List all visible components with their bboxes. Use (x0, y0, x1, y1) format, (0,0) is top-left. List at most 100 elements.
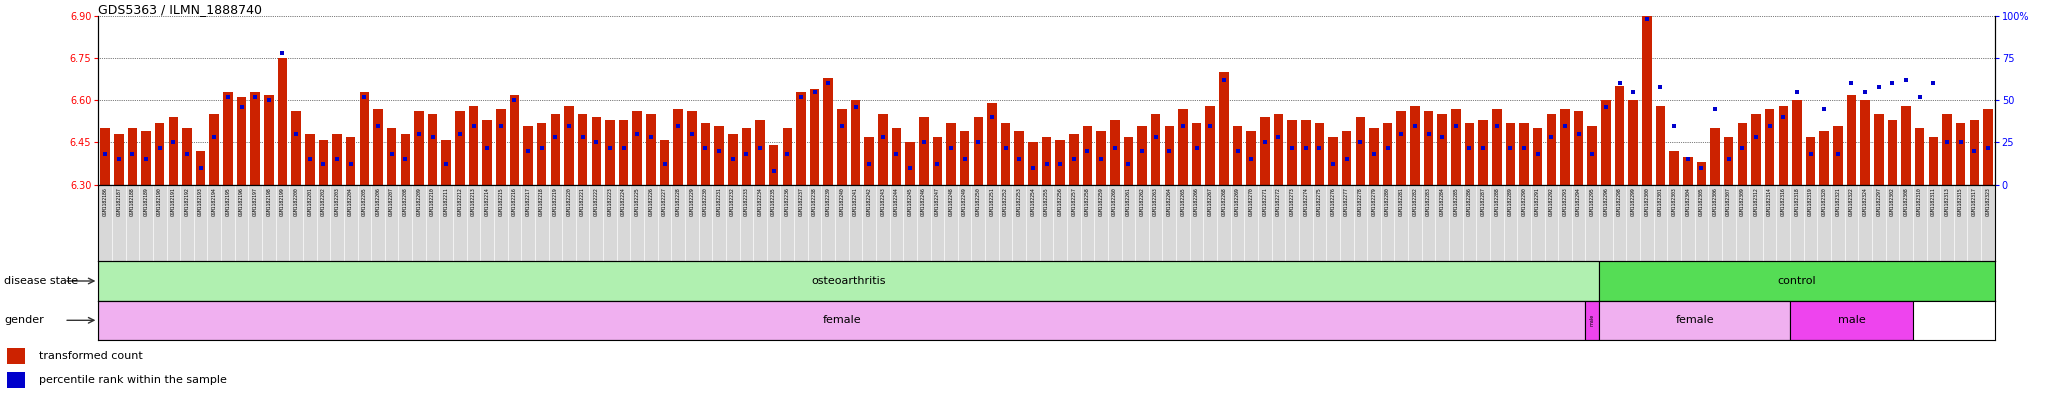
Point (1780, 89, 1812, 95)
Text: GSM1182197: GSM1182197 (252, 187, 258, 216)
Bar (1585, 301, 1599, 340)
Point (322, 156, 354, 163)
Bar (1026, 185, 1040, 261)
Bar (6, 372, 25, 387)
Point (975, 114, 1008, 120)
Bar (932, 137, 942, 185)
Bar (1980, 185, 1995, 261)
Bar (1520, 123, 1528, 185)
Point (1440, 123, 1473, 129)
Bar (1898, 185, 1913, 261)
Bar (371, 185, 385, 261)
Bar (768, 145, 778, 185)
Point (1057, 156, 1090, 163)
Point (1849, 89, 1882, 95)
Point (1794, 151, 1827, 158)
Text: GSM1182196: GSM1182196 (240, 187, 244, 216)
Point (158, 140, 190, 146)
Bar (631, 185, 643, 261)
Bar (1204, 185, 1217, 261)
Bar (754, 185, 766, 261)
Bar (428, 114, 438, 185)
Bar (1110, 120, 1120, 185)
Bar (1040, 185, 1053, 261)
Bar (248, 185, 262, 261)
Bar (973, 117, 983, 185)
Text: GSM1182235: GSM1182235 (772, 187, 776, 216)
Bar (1544, 185, 1559, 261)
Bar (401, 134, 410, 185)
Text: GSM1182245: GSM1182245 (907, 187, 913, 216)
Bar (481, 185, 494, 261)
Point (1808, 106, 1841, 112)
Bar (387, 129, 397, 185)
Point (1767, 114, 1800, 120)
Bar (715, 126, 723, 185)
Point (1343, 140, 1376, 146)
Text: GSM1182310: GSM1182310 (1917, 187, 1923, 216)
Point (1466, 144, 1499, 151)
Bar (330, 185, 344, 261)
Text: GSM1182230: GSM1182230 (702, 187, 709, 216)
Text: GSM1182295: GSM1182295 (1589, 187, 1595, 216)
Bar (1178, 109, 1188, 185)
Text: GSM1182300: GSM1182300 (1645, 187, 1649, 216)
Bar (6, 348, 25, 364)
Bar (1436, 185, 1450, 261)
Bar (442, 140, 451, 185)
Bar (414, 112, 424, 185)
Bar (1696, 162, 1706, 185)
Point (743, 144, 776, 151)
Bar (303, 185, 317, 261)
Text: GSM1182282: GSM1182282 (1413, 187, 1417, 216)
Text: GSM1182315: GSM1182315 (1958, 187, 1964, 216)
Bar (276, 185, 289, 261)
Text: GSM1182226: GSM1182226 (649, 187, 653, 216)
Text: GSM1182266: GSM1182266 (1194, 187, 1200, 216)
Bar (1300, 120, 1311, 185)
Text: GSM1182256: GSM1182256 (1057, 187, 1063, 216)
Text: GSM1182272: GSM1182272 (1276, 187, 1280, 216)
Point (1208, 77, 1241, 83)
Text: GSM1182249: GSM1182249 (963, 187, 967, 216)
Bar (373, 109, 383, 185)
Point (676, 131, 709, 137)
Text: GSM1182237: GSM1182237 (799, 187, 803, 216)
Bar (1329, 137, 1337, 185)
Bar (987, 103, 997, 185)
Text: GSM1182246: GSM1182246 (922, 187, 926, 216)
Point (662, 123, 694, 129)
Bar (756, 120, 764, 185)
Point (1153, 148, 1186, 154)
Point (1276, 144, 1309, 151)
Bar (508, 185, 522, 261)
Point (1931, 140, 1964, 146)
Bar (1858, 185, 1872, 261)
Text: GSM1182209: GSM1182209 (416, 187, 422, 216)
Bar (1137, 126, 1147, 185)
Point (922, 161, 954, 167)
Text: GSM1182267: GSM1182267 (1208, 187, 1212, 216)
Bar (385, 185, 399, 261)
Point (1454, 144, 1487, 151)
Text: GSM1182259: GSM1182259 (1098, 187, 1104, 216)
Bar (1628, 100, 1638, 185)
Point (907, 140, 940, 146)
Text: GSM1182200: GSM1182200 (293, 187, 299, 216)
Text: GSM1182280: GSM1182280 (1384, 187, 1391, 216)
Text: GSM1182314: GSM1182314 (1767, 187, 1772, 216)
Text: GSM1182309: GSM1182309 (1741, 187, 1745, 216)
Bar (797, 92, 805, 185)
Point (758, 168, 791, 174)
Text: GSM1182232: GSM1182232 (731, 187, 735, 216)
Bar (535, 185, 549, 261)
Point (1944, 140, 1976, 146)
Text: GSM1182322: GSM1182322 (1849, 187, 1853, 216)
Bar (946, 123, 956, 185)
Text: GSM1182319: GSM1182319 (1808, 187, 1812, 216)
Bar (1602, 100, 1610, 185)
Point (594, 144, 627, 151)
Bar (1585, 185, 1599, 261)
Bar (862, 185, 877, 261)
Bar (1028, 143, 1038, 185)
